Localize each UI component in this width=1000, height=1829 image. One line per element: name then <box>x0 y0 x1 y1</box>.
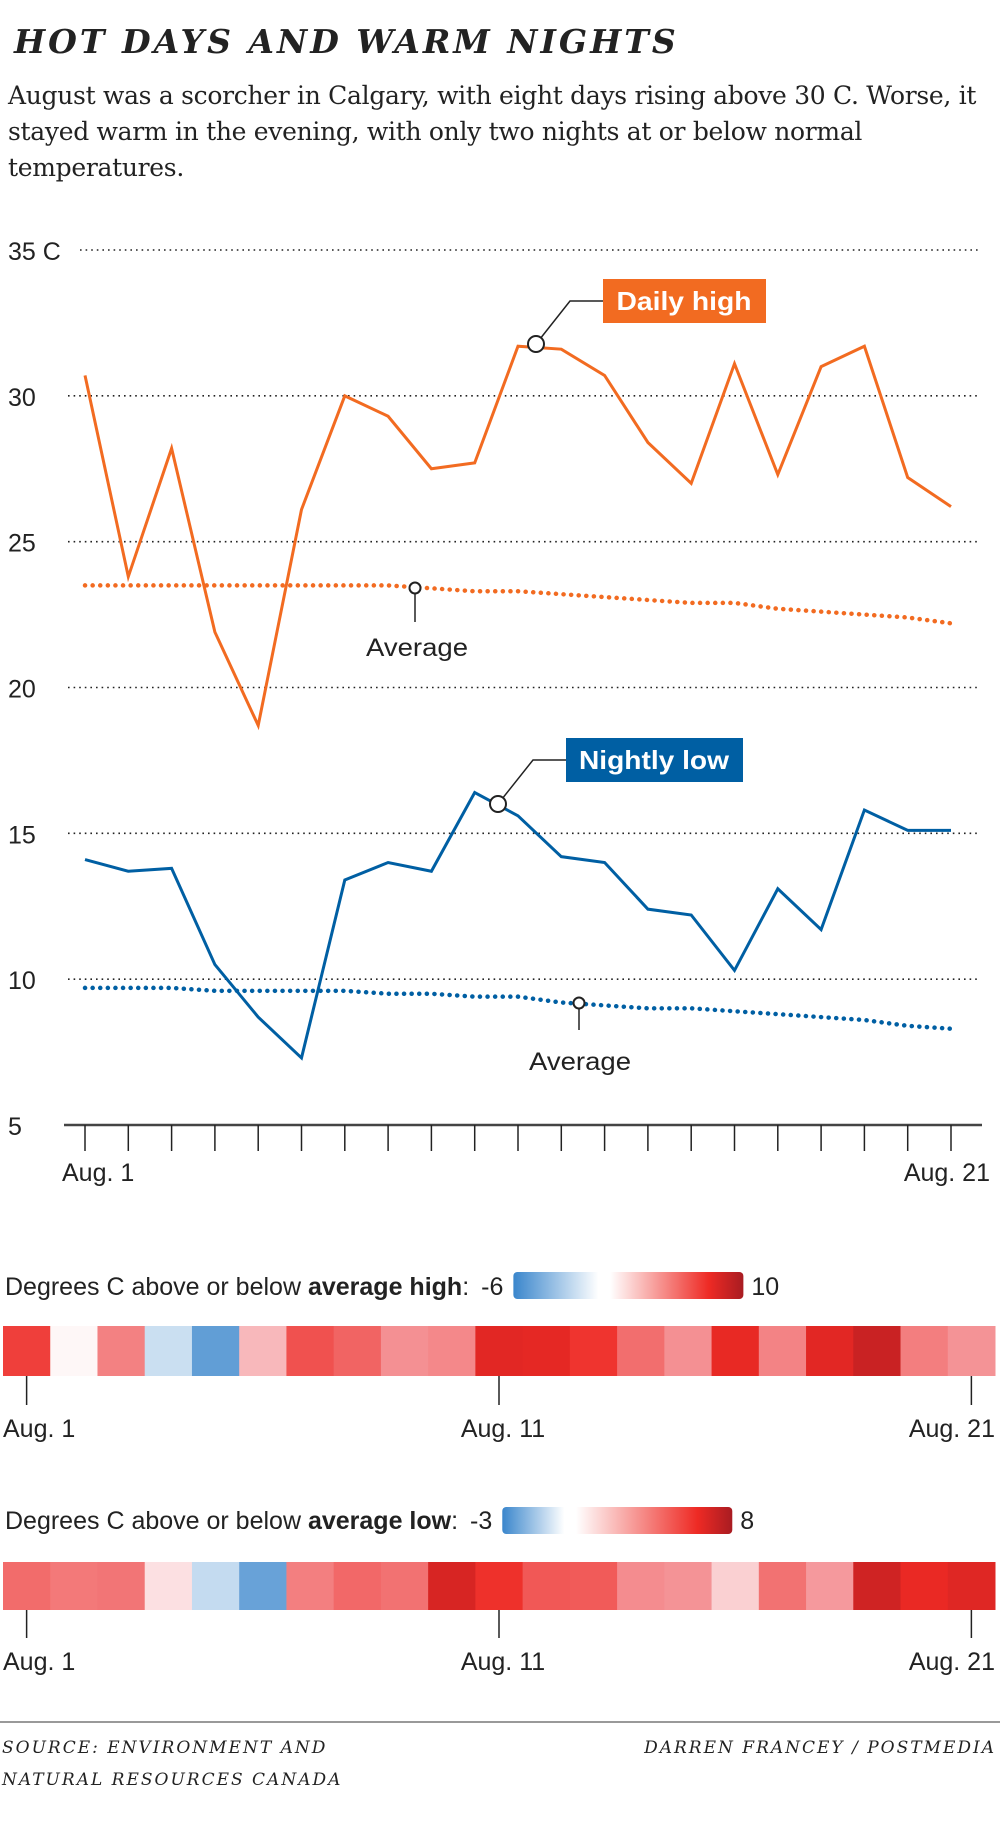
average-average-line <box>82 583 954 626</box>
heatmap-cell <box>947 1326 996 1376</box>
heatmap-cell <box>664 1562 713 1610</box>
source-note: SOURCE: ENVIRONMENT AND NATURAL RESOURCE… <box>2 1732 342 1796</box>
heatmap-cell <box>50 1562 98 1610</box>
avg-high-annotation: Average <box>366 581 468 662</box>
heatmap-tick-label: Aug. 1 <box>3 1415 75 1443</box>
heatmap-cell <box>191 1562 240 1610</box>
heatmap-low-scale-min: -3 <box>470 1507 492 1535</box>
y-axis-labels: 35 C 30 25 20 15 10 5 <box>8 238 61 1141</box>
heatmap-cell <box>3 1562 51 1610</box>
heatmap-cell <box>475 1562 524 1610</box>
heatmap-cell <box>50 1326 98 1376</box>
heatmap-low-legend: Degrees C above or below average low: <box>5 1507 458 1535</box>
heatmap-tick-label: Aug. 11 <box>461 1415 545 1443</box>
gridlines <box>68 249 978 980</box>
daily-high-leader <box>535 300 604 345</box>
chart-subtitle: August was a scorcher in Calgary, with e… <box>8 81 977 182</box>
heatmap-cell <box>569 1326 618 1376</box>
heatmap-tick-label: Aug. 21 <box>909 1648 995 1676</box>
heatmap-high-scale-max: 10 <box>751 1273 779 1301</box>
heatmap-cell <box>144 1562 193 1610</box>
heatmap-cell <box>239 1562 287 1610</box>
y-tick-label: 15 <box>8 821 36 849</box>
nightly-low-label: Nightly low <box>579 745 730 775</box>
x-tick-label-last: Aug. 21 <box>904 1159 990 1187</box>
heatmap-cell <box>333 1326 382 1376</box>
avg-high-label: Average <box>366 634 468 662</box>
y-tick-label: 5 <box>8 1113 22 1141</box>
y-tick-label: 20 <box>8 676 36 704</box>
series-lines <box>82 344 954 1061</box>
heatmap-high-scale-min: -6 <box>481 1273 503 1301</box>
avg-low-marker <box>572 996 586 1010</box>
heatmap-cell <box>428 1562 476 1610</box>
heatmap-cell <box>380 1562 429 1610</box>
daily-high-label: Daily high <box>617 286 752 316</box>
heatmap-cell <box>333 1562 382 1610</box>
daily-high-line <box>83 344 952 731</box>
heatmap-cell <box>475 1326 524 1376</box>
heatmap-cell <box>286 1326 335 1376</box>
avg-high-marker <box>408 581 422 595</box>
avg-low-annotation: Average <box>529 996 631 1076</box>
heatmap-cell <box>806 1562 854 1610</box>
heatmap-cell <box>664 1326 713 1376</box>
heatmap-cell <box>617 1326 665 1376</box>
avg-low-label: Average <box>529 1048 631 1076</box>
heatmap-cell <box>522 1326 571 1376</box>
source-line-1: SOURCE: ENVIRONMENT AND <box>2 1738 328 1758</box>
heatmap-cell <box>3 1326 51 1376</box>
average-average-line <box>82 985 954 1031</box>
nightly-low-marker <box>489 795 507 813</box>
x-tick-label-first: Aug. 1 <box>62 1159 134 1187</box>
y-tick-label: 25 <box>8 530 36 558</box>
heatmap-cell <box>711 1326 760 1376</box>
y-tick-label: 35 C <box>8 238 61 266</box>
heatmap-high-cells: Aug. 1 Aug. 11 Aug. 21 <box>3 1326 996 1443</box>
heatmap-low-scale-max: 8 <box>740 1507 754 1535</box>
heatmap-cell <box>286 1562 335 1610</box>
heatmap-cell <box>758 1562 807 1610</box>
heatmap-tick-label: Aug. 1 <box>3 1648 75 1676</box>
credit: DARREN FRANCEY / POSTMEDIA <box>644 1738 996 1758</box>
heatmap-cell <box>711 1562 760 1610</box>
heatmap-low-scale-bar <box>502 1507 733 1534</box>
daily-high-label-box <box>603 279 766 323</box>
heatmap-cell <box>947 1562 996 1610</box>
heatmap-cell <box>900 1562 949 1610</box>
heatmap-tick-label: Aug. 21 <box>909 1415 995 1443</box>
heatmap-tick-label: Aug. 11 <box>461 1648 545 1676</box>
heatmap-cell <box>617 1562 665 1610</box>
daily-high-marker <box>527 335 545 353</box>
heatmap-cell <box>97 1326 146 1376</box>
nightly-low-label-box <box>566 738 743 782</box>
heatmap-cell <box>900 1326 949 1376</box>
heatmap-cell <box>191 1326 240 1376</box>
heatmap-cell <box>569 1562 618 1610</box>
heatmap-low-cells: Aug. 1 Aug. 11 Aug. 21 <box>3 1562 996 1676</box>
source-line-2: NATURAL RESOURCES CANADA <box>2 1770 343 1790</box>
heatmap-cell <box>97 1562 146 1610</box>
nightly-low-line <box>84 790 951 1061</box>
heatmap-cell <box>853 1326 902 1376</box>
heatmap-cell <box>380 1326 429 1376</box>
y-tick-label: 30 <box>8 384 36 412</box>
heatmap-cell <box>806 1326 854 1376</box>
heatmap-high-scale-bar <box>513 1272 744 1299</box>
heatmap-high-legend: Degrees C above or below average high: <box>5 1273 469 1301</box>
x-axis <box>64 1123 982 1151</box>
y-tick-label: 10 <box>8 967 36 995</box>
heatmap-cell <box>144 1326 193 1376</box>
heatmap-cell <box>522 1562 571 1610</box>
heatmap-cell <box>853 1562 902 1610</box>
heatmap-cell <box>758 1326 807 1376</box>
daily-high-annotation: Daily high <box>527 279 766 353</box>
nightly-low-annotation: Nightly low <box>489 738 743 813</box>
nightly-low-leader <box>497 759 567 805</box>
chart-title: HOT DAYS AND WARM NIGHTS <box>14 22 679 61</box>
heatmap-cell <box>428 1326 476 1376</box>
heatmap-cell <box>239 1326 287 1376</box>
